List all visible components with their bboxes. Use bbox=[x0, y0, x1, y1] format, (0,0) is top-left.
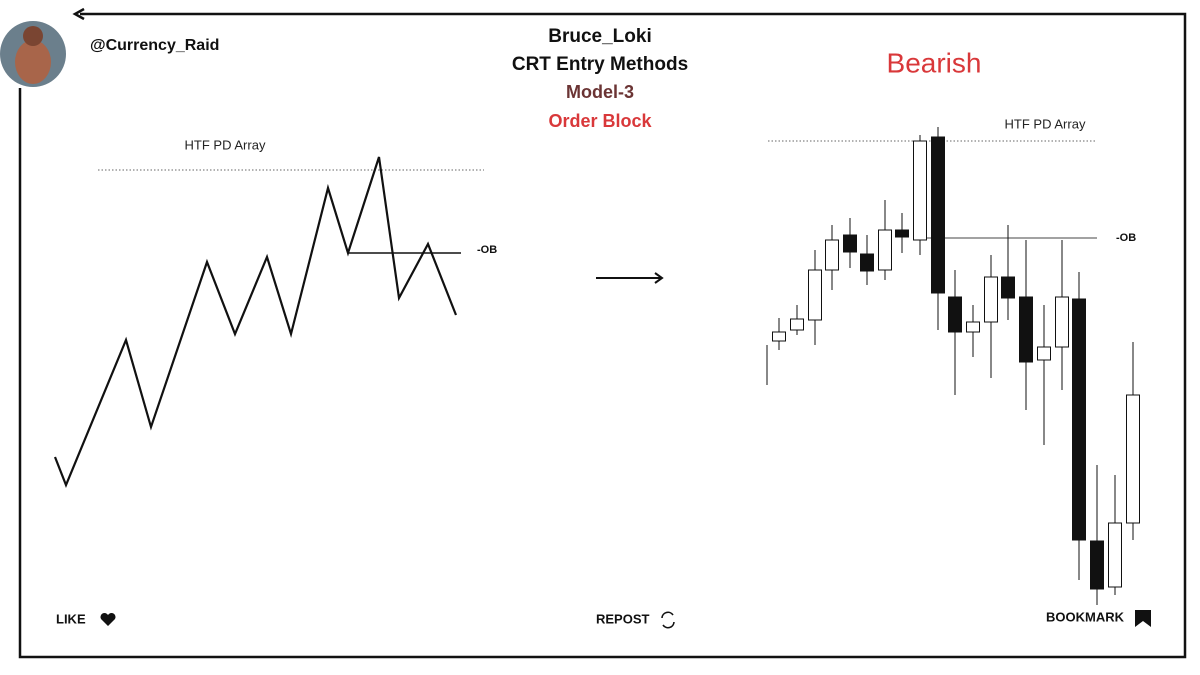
candle-body bbox=[895, 229, 909, 238]
candle-body bbox=[984, 276, 998, 323]
candle-body bbox=[1126, 394, 1140, 524]
repost-icon[interactable] bbox=[661, 611, 675, 629]
candles bbox=[766, 127, 1140, 605]
candle-body bbox=[1037, 346, 1051, 361]
ob-label: -OB bbox=[1116, 232, 1136, 244]
arrow bbox=[596, 272, 664, 284]
price-path bbox=[53, 156, 458, 488]
candle-body bbox=[913, 140, 927, 241]
right-diagram: Bearish HTF PD Array -OB bbox=[766, 47, 1140, 605]
candle-body bbox=[966, 321, 980, 333]
candle-body bbox=[1001, 276, 1015, 299]
ob-label: -OB bbox=[477, 244, 497, 256]
heading: Bearish bbox=[887, 47, 982, 78]
repost[interactable]: REPOST bbox=[596, 611, 650, 626]
candle-body bbox=[948, 296, 962, 333]
level-label: HTF PD Array bbox=[1005, 116, 1086, 131]
level-label: HTF PD Array bbox=[185, 137, 266, 152]
candle-body bbox=[931, 136, 945, 294]
bookmark[interactable]: BOOKMARK bbox=[1046, 609, 1125, 624]
candle-body bbox=[825, 239, 839, 271]
candle-body bbox=[878, 229, 892, 271]
candle-body bbox=[1019, 296, 1033, 363]
candle-body bbox=[860, 253, 874, 272]
topic: Order Block bbox=[548, 111, 652, 131]
avatar bbox=[0, 21, 66, 87]
candle-body bbox=[790, 318, 804, 331]
frame bbox=[18, 7, 1187, 659]
like-icon[interactable] bbox=[100, 612, 116, 626]
candle-body bbox=[808, 269, 822, 321]
left-diagram: HTF PD Array -OB bbox=[53, 137, 497, 488]
candle-body bbox=[1108, 522, 1122, 588]
subtitle: CRT Entry Methods bbox=[512, 54, 688, 75]
handle: @Currency_Raid bbox=[90, 37, 219, 54]
model: Model-3 bbox=[566, 82, 634, 102]
bookmark-icon[interactable] bbox=[1135, 610, 1151, 627]
candle-body bbox=[1055, 296, 1069, 348]
footer: LIKE REPOST BOOKMARK bbox=[56, 609, 1151, 629]
candle-body bbox=[843, 234, 857, 253]
candle-body bbox=[1072, 298, 1086, 541]
like[interactable]: LIKE bbox=[56, 611, 86, 626]
candle-body bbox=[1090, 540, 1104, 590]
candle-body bbox=[772, 331, 786, 342]
title: Bruce_Loki bbox=[548, 26, 651, 47]
